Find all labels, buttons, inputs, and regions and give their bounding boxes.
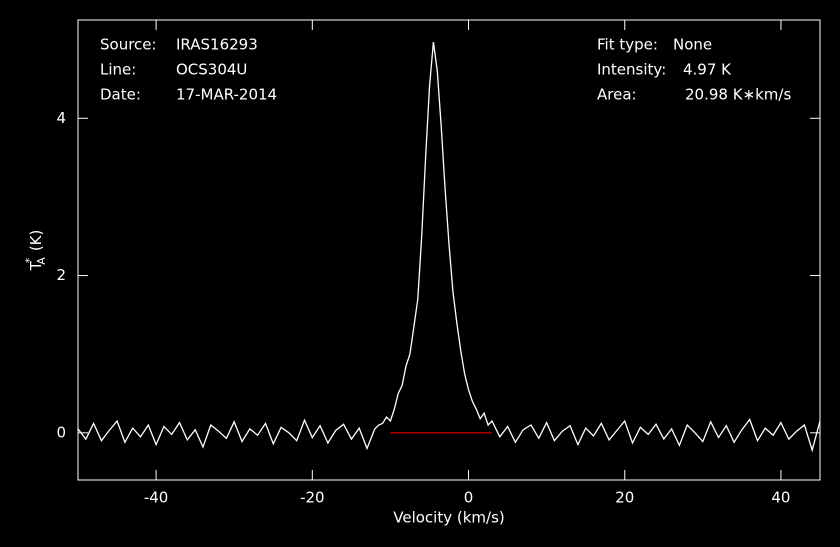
annotations: Source: IRAS16293 Line: OCS304U Date: 17-MAR-…	[100, 36, 791, 104]
annotation-label: Line:	[100, 61, 136, 79]
x-tick-label: 20	[615, 489, 634, 507]
annotation-label: Date:	[100, 86, 141, 104]
y-axis-label: T*A (K)	[23, 230, 48, 272]
x-axis-label: Velocity (km/s)	[393, 509, 504, 527]
annotation-value: 4.97 K	[683, 61, 732, 79]
annotation-value: 17-MAR-2014	[176, 86, 277, 104]
annotation-label: Source:	[100, 36, 157, 54]
y-tick-label: 0	[56, 423, 66, 441]
x-tick-label: 0	[464, 489, 474, 507]
x-tick-label: -40	[144, 489, 169, 507]
y-label-sub: A	[35, 257, 48, 265]
y-tick-label: 4	[56, 109, 66, 127]
y-label-unit: (K)	[27, 230, 45, 252]
x-tick-label: 40	[771, 489, 790, 507]
y-label-main: T	[27, 260, 45, 271]
y-tick-label: 2	[56, 266, 66, 284]
annotation-label: Area:	[597, 86, 637, 104]
annotation-value: IRAS16293	[176, 36, 258, 54]
x-tick-label: -20	[300, 489, 325, 507]
y-label-sup: *	[23, 257, 36, 263]
series-line	[77, 41, 821, 453]
annotation-value: 20.98 K∗km/s	[685, 86, 791, 104]
annotation-label: Fit type:	[597, 36, 658, 54]
annotation-label: Intensity:	[597, 61, 666, 79]
annotation-value: None	[673, 36, 712, 54]
annotation-value: OCS304U	[176, 61, 247, 79]
plot-frame	[77, 19, 821, 481]
